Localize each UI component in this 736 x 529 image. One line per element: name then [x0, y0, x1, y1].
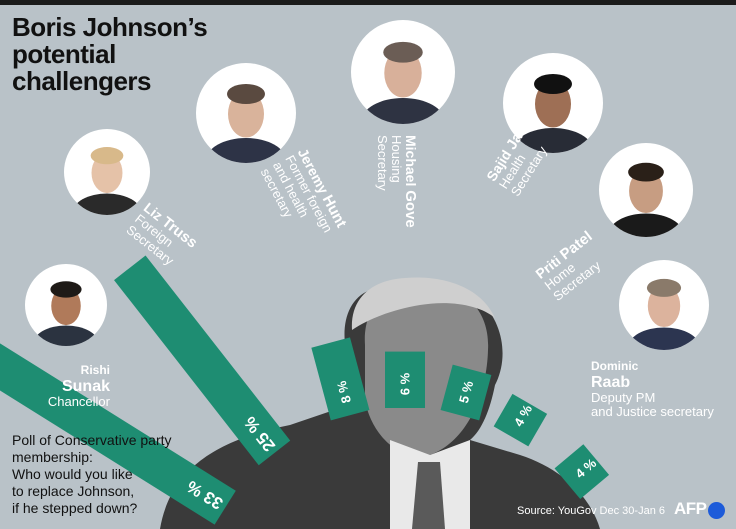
candidate-label: Rishi Sunak Chancellor [44, 363, 110, 409]
question-line-2: membership: [12, 449, 93, 465]
bar-priti-patel [493, 393, 548, 447]
afp-logo-dot-icon [708, 502, 725, 519]
title-line-3: challengers [12, 66, 152, 96]
candidate-last-name: Gove [402, 190, 419, 228]
candidate-role: Chancellor [47, 394, 110, 409]
candidate-first-name: Dominic [591, 359, 639, 373]
portrait-3 [196, 63, 296, 163]
title-line-2: potential [12, 39, 116, 69]
portrait-4 [351, 20, 455, 124]
portrait-6 [599, 143, 693, 237]
question-line-4: to replace Johnson, [12, 483, 135, 499]
page-title: Boris Johnson’s potential challengers [12, 12, 208, 96]
candidate-label: Dominic Raab Deputy PM and Justice secretar… [591, 359, 714, 419]
question-line-5: if he stepped down? [12, 500, 138, 516]
bar-dominic-raab [554, 444, 610, 500]
value-label: 6 % [398, 372, 413, 395]
title-line-1: Boris Johnson’s [12, 12, 208, 42]
bar-sajid-javid [440, 364, 492, 421]
afp-logo: AFP [674, 499, 707, 518]
candidate-last-name: Sunak [61, 378, 110, 395]
bar-rishi-sunak [0, 326, 236, 525]
portrait-2 [64, 129, 150, 215]
candidate-last-name: Raab [591, 374, 631, 391]
bar-liz-truss [114, 255, 291, 466]
poll-question: Poll of Conservative party membership: W… [12, 432, 172, 517]
candidate-name: Rishi Sunak [44, 363, 110, 395]
portrait-5 [503, 53, 603, 153]
candidate-name: Dominic Raab [591, 359, 714, 391]
top-bar [0, 0, 736, 5]
candidate-role: Housing [389, 135, 404, 183]
candidate-first-name: Rishi [80, 363, 110, 377]
portrait-7 [619, 260, 709, 350]
candidate-role: and Justice secretary [591, 404, 714, 419]
bar-michael-gove [385, 351, 425, 408]
portrait-1 [25, 264, 107, 346]
candidate-first-name: Michael [403, 135, 419, 191]
source-note: Source: YouGov Dec 30-Jan 6 [517, 505, 665, 517]
candidate-label: Michael Gove Housing Secretary [375, 135, 419, 228]
candidate-role: Deputy PM [591, 390, 656, 405]
candidate-role: Secretary [375, 135, 390, 191]
question-line-3: Who would you like [12, 466, 133, 482]
question-line-1: Poll of Conservative party [12, 432, 172, 448]
bar-jeremy-hunt [311, 337, 370, 421]
candidate-name: Michael Gove [402, 135, 419, 228]
value-label: 8 % [334, 379, 354, 405]
value-label: 5 % [456, 379, 476, 405]
